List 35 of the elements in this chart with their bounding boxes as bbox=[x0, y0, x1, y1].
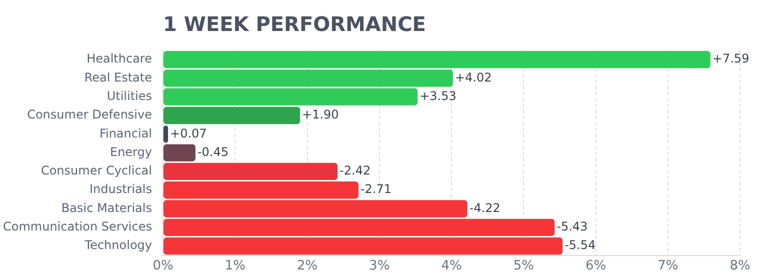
y-tick-label: Consumer Cyclical bbox=[40, 164, 152, 178]
y-tick-label: Energy bbox=[110, 144, 152, 159]
y-tick-label: Technology bbox=[84, 238, 152, 252]
x-tick-label: 3% bbox=[369, 258, 390, 274]
data-label: -5.54 bbox=[564, 238, 596, 252]
x-tick-label: 4% bbox=[441, 258, 462, 274]
y-tick-label: Communication Services bbox=[3, 220, 152, 234]
data-label: -4.22 bbox=[469, 200, 500, 215]
data-label: +3.53 bbox=[420, 88, 456, 103]
x-tick-label: 1% bbox=[224, 258, 246, 274]
y-tick-label: Real Estate bbox=[84, 70, 152, 84]
y-tick-label: Utilities bbox=[106, 88, 152, 103]
chart-title: 1 WEEK PERFORMANCE bbox=[163, 12, 426, 36]
data-label: +0.07 bbox=[170, 126, 207, 140]
x-tick-label: 6% bbox=[585, 258, 606, 274]
bar bbox=[164, 162, 338, 180]
y-tick-label: Industrials bbox=[89, 182, 152, 196]
bar bbox=[164, 144, 196, 162]
x-tick-label: 2% bbox=[296, 258, 318, 274]
x-tick-label: 5% bbox=[513, 258, 534, 274]
data-label: -2.71 bbox=[360, 182, 392, 196]
data-label: -0.45 bbox=[197, 144, 229, 159]
bar bbox=[164, 106, 300, 124]
y-tick-label: Consumer Defensive bbox=[27, 108, 152, 122]
x-tick-label: 8% bbox=[730, 258, 750, 274]
x-tick-label: 0% bbox=[152, 258, 174, 274]
x-tick-label: 7% bbox=[658, 258, 678, 274]
data-label: -2.42 bbox=[340, 164, 371, 178]
data-label: -5.43 bbox=[556, 220, 588, 234]
y-tick-label: Financial bbox=[99, 126, 152, 140]
data-label: +7.59 bbox=[712, 52, 750, 66]
y-tick-label: Healthcare bbox=[86, 52, 152, 66]
data-label: +4.02 bbox=[454, 70, 492, 84]
data-label: +1.90 bbox=[302, 108, 339, 122]
y-tick-label: Basic Materials bbox=[61, 200, 152, 215]
